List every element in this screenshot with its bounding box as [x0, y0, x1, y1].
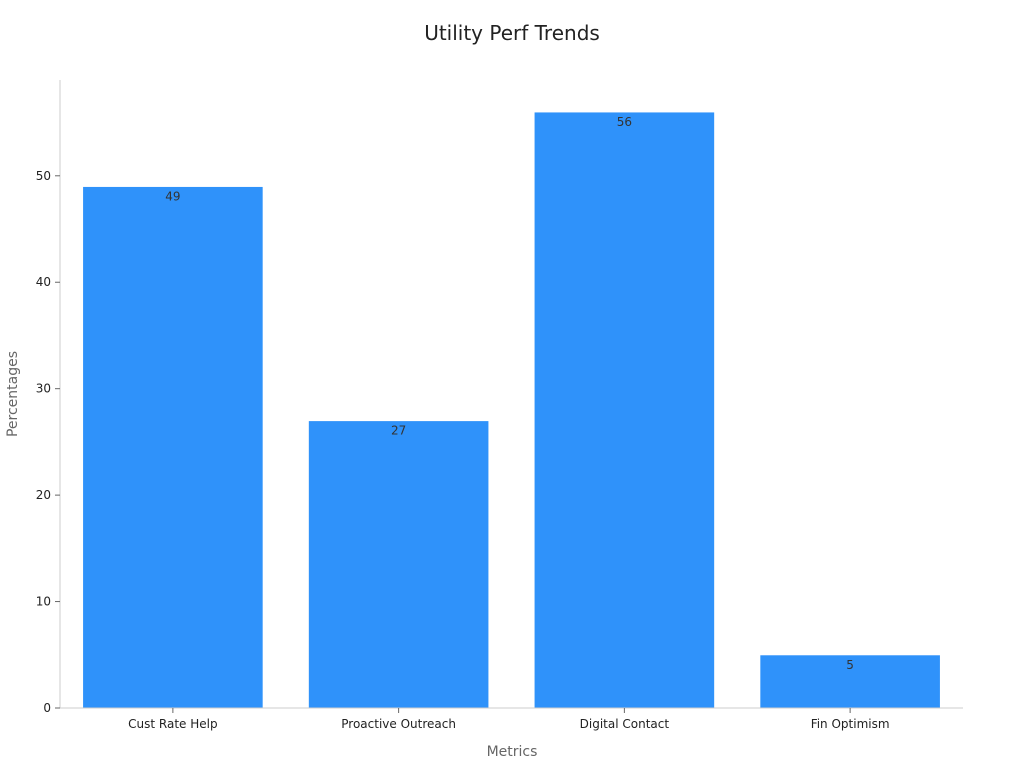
data-labels-group: 49 27 56 5 — [165, 115, 854, 672]
data-label: 5 — [846, 658, 854, 672]
y-tick-label: 10 — [36, 595, 51, 609]
y-tick-label: 50 — [36, 169, 51, 183]
bar-cust-rate-help — [82, 185, 264, 709]
bar-fin-optimism — [759, 654, 941, 709]
bar-digital-contact — [533, 111, 716, 709]
x-tick-label: Digital Contact — [580, 717, 670, 731]
y-axis-ticks: 0 10 20 30 40 50 — [36, 169, 60, 715]
bar-proactive-outreach — [307, 420, 490, 709]
x-tick-label: Proactive Outreach — [341, 717, 456, 731]
x-axis-label: Metrics — [487, 744, 538, 760]
y-tick-label: 0 — [43, 701, 51, 715]
x-tick-label: Fin Optimism — [811, 717, 890, 731]
y-tick-label: 20 — [36, 488, 51, 502]
y-tick-label: 40 — [36, 275, 51, 289]
bars-group — [82, 111, 941, 709]
data-label: 27 — [391, 424, 406, 438]
data-label: 49 — [165, 189, 180, 203]
y-axis-label: Percentages — [5, 351, 21, 437]
x-axis-ticks: Cust Rate Help Proactive Outreach Digital … — [128, 708, 890, 731]
data-label: 56 — [617, 115, 632, 129]
x-tick-label: Cust Rate Help — [128, 717, 217, 731]
y-tick-label: 30 — [36, 382, 51, 396]
chart-title: Utility Perf Trends — [424, 21, 600, 45]
